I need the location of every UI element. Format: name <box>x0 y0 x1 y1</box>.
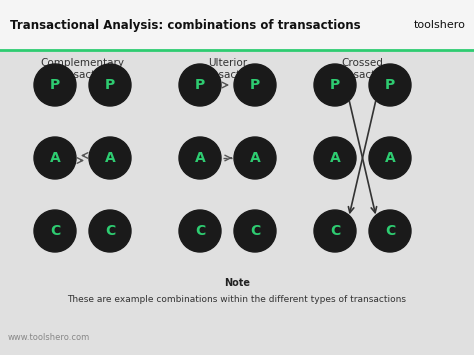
Circle shape <box>314 137 356 179</box>
Circle shape <box>369 64 411 106</box>
Circle shape <box>234 64 276 106</box>
Text: C: C <box>50 224 60 238</box>
Text: P: P <box>250 78 260 92</box>
Circle shape <box>314 64 356 106</box>
Text: P: P <box>330 78 340 92</box>
Text: Ulterior
transaction: Ulterior transaction <box>198 58 257 80</box>
Text: C: C <box>195 224 205 238</box>
Circle shape <box>34 64 76 106</box>
Text: P: P <box>195 78 205 92</box>
Text: C: C <box>250 224 260 238</box>
Circle shape <box>89 137 131 179</box>
Bar <box>0 0 474 50</box>
Circle shape <box>34 137 76 179</box>
Text: Crossed
transaction: Crossed transaction <box>333 58 392 80</box>
Text: P: P <box>105 78 115 92</box>
Circle shape <box>89 210 131 252</box>
Circle shape <box>369 210 411 252</box>
Text: P: P <box>50 78 60 92</box>
Circle shape <box>179 137 221 179</box>
Text: C: C <box>105 224 115 238</box>
Circle shape <box>89 64 131 106</box>
Text: www.toolshero.com: www.toolshero.com <box>8 333 90 342</box>
Text: A: A <box>250 151 260 165</box>
Circle shape <box>179 64 221 106</box>
Circle shape <box>369 137 411 179</box>
Circle shape <box>314 210 356 252</box>
Text: Note: Note <box>224 278 250 288</box>
Text: C: C <box>385 224 395 238</box>
Text: These are example combinations within the different types of transactions: These are example combinations within th… <box>67 295 407 305</box>
Text: Complementary
transaction: Complementary transaction <box>40 58 125 80</box>
Text: A: A <box>50 151 60 165</box>
Circle shape <box>234 137 276 179</box>
Text: Transactional Analysis: combinations of transactions: Transactional Analysis: combinations of … <box>10 18 361 32</box>
Text: A: A <box>384 151 395 165</box>
Text: C: C <box>330 224 340 238</box>
Text: A: A <box>329 151 340 165</box>
Text: P: P <box>385 78 395 92</box>
Text: toolshero: toolshero <box>414 20 466 30</box>
Text: A: A <box>195 151 205 165</box>
Circle shape <box>179 210 221 252</box>
Text: A: A <box>105 151 115 165</box>
Circle shape <box>234 210 276 252</box>
Circle shape <box>34 210 76 252</box>
